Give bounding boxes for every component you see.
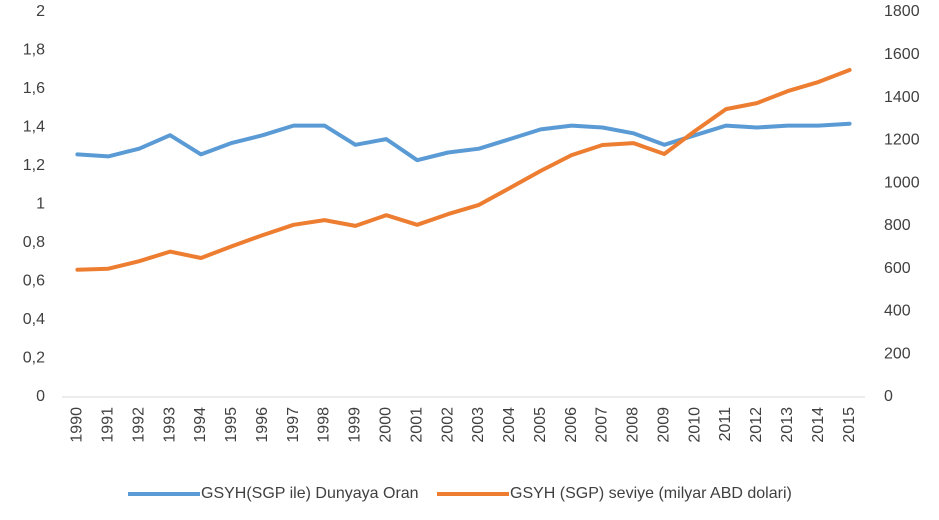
series-line [75,68,852,272]
x-tick-label: 2012 [748,407,765,443]
x-tick-label: 2003 [470,407,487,443]
y-tick-label: 1 [36,196,45,213]
x-tick-label: 1999 [347,407,364,443]
x-tick-label: 2002 [439,407,456,443]
y2-tick-label: 1400 [884,89,920,106]
x-tick-label: 1996 [254,407,271,443]
x-tick-label: 1994 [192,407,209,443]
x-tick-label: 2005 [532,407,549,443]
y-tick-label: 0,4 [23,311,45,328]
x-tick-label: 1990 [69,407,86,443]
x-tick-label: 2015 [841,407,858,443]
y2-tick-label: 400 [884,303,911,320]
x-tick-label: 2010 [686,407,703,443]
y-tick-label: 0,8 [23,234,45,251]
y-tick-label: 0,6 [23,273,45,290]
x-tick-label: 2006 [563,407,580,443]
x-tick-label: 2001 [408,407,425,443]
y-tick-label: 1,2 [23,157,45,174]
y-tick-label: 1,8 [23,42,45,59]
y-tick-label: 0 [36,388,45,405]
x-tick-label: 1993 [161,407,178,443]
x-tick-label: 1991 [100,407,117,443]
y2-tick-label: 600 [884,260,911,277]
y2-tick-label: 1800 [884,3,920,20]
x-tick-label: 2009 [655,407,672,443]
y2-tick-label: 1600 [884,46,920,63]
y-tick-label: 1,4 [23,119,45,136]
x-tick-label: 2011 [717,407,734,442]
y-tick-label: 0,2 [23,350,45,367]
x-tick-label: 2004 [501,407,518,443]
y2-tick-label: 200 [884,345,911,362]
legend-label: GSYH(SGP ile) Dunyaya Oran [201,485,419,502]
x-tick-label: 2008 [625,407,642,443]
x-tick-label: 1992 [130,407,147,443]
x-tick-label: 1995 [223,407,240,443]
legend-label: GSYH (SGP) seviye (milyar ABD dolari) [510,485,792,502]
x-tick-label: 2014 [810,407,827,443]
y2-tick-label: 800 [884,217,911,234]
x-tick-label: 2007 [594,407,611,443]
y2-tick-label: 1200 [884,132,920,149]
y-tick-label: 2 [36,3,45,20]
y-tick-label: 1,6 [23,80,45,97]
x-tick-label: 2000 [378,407,395,443]
series-line [75,121,852,163]
y2-tick-label: 1000 [884,174,920,191]
x-tick-label: 2013 [779,407,796,443]
x-tick-label: 1998 [316,407,333,443]
x-tick-label: 1997 [285,407,302,443]
y2-tick-label: 0 [884,388,893,405]
